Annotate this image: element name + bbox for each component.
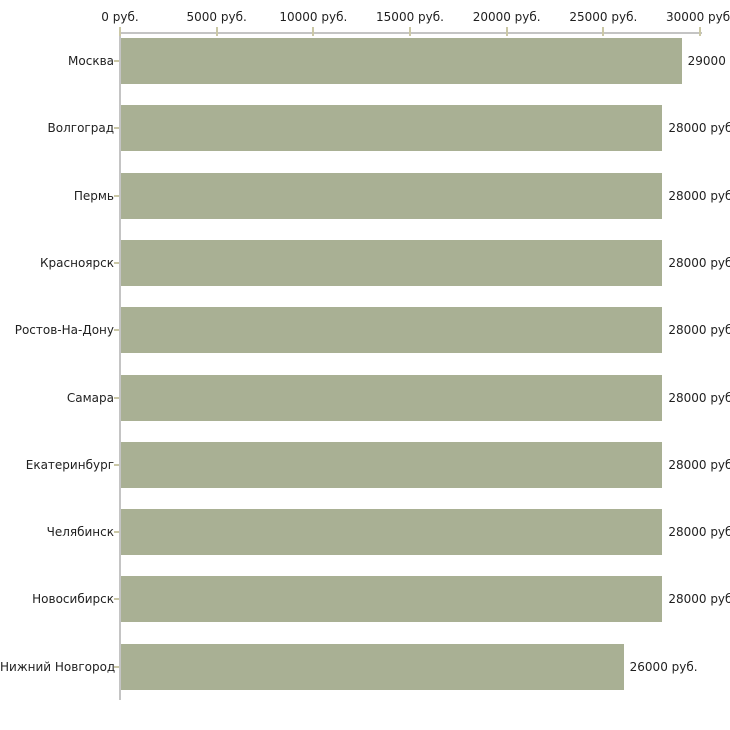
x-axis-tick-mark xyxy=(602,27,605,36)
x-axis-tick-label: 30000 руб. xyxy=(666,10,730,24)
category-tick-mark xyxy=(114,60,119,62)
x-axis-tick-mark xyxy=(215,27,218,36)
x-axis-tick-mark xyxy=(505,27,508,36)
bar xyxy=(121,643,624,690)
category-tick-mark xyxy=(114,531,119,534)
value-label: 28000 руб. xyxy=(668,457,730,472)
bar xyxy=(121,441,663,488)
bar xyxy=(121,239,663,286)
x-axis-tick-label: 10000 руб. xyxy=(279,10,348,24)
value-label: 28000 руб. xyxy=(668,592,730,607)
x-axis-tick-mark xyxy=(119,27,121,36)
x-axis-tick-label: 0 руб. xyxy=(101,10,139,24)
bar xyxy=(121,307,663,354)
x-axis-line xyxy=(120,32,702,34)
category-label: Красноярск xyxy=(40,255,114,270)
category-tick-mark xyxy=(114,261,119,264)
category-tick-mark xyxy=(114,463,119,466)
category-label: Челябинск xyxy=(46,525,114,540)
x-axis-tick-label: 5000 руб. xyxy=(186,10,247,24)
category-label: Екатеринбург xyxy=(25,457,114,472)
category-label: Волгоград xyxy=(47,121,114,136)
category-label: Новосибирск xyxy=(32,592,114,607)
category-label: Москва xyxy=(68,54,114,68)
bar xyxy=(121,172,663,219)
x-axis-tick-mark xyxy=(312,27,315,36)
category-label: Нижний Новгород xyxy=(0,659,116,674)
bar xyxy=(121,509,663,556)
category-tick-mark xyxy=(114,598,119,601)
x-axis-tick-mark xyxy=(699,27,701,36)
value-label: 28000 руб. xyxy=(668,323,730,338)
value-label: 28000 руб. xyxy=(668,188,730,203)
category-tick-mark xyxy=(114,396,119,399)
x-axis-tick-label: 20000 руб. xyxy=(472,10,541,24)
value-label: 28000 руб. xyxy=(668,390,730,405)
category-tick-mark xyxy=(114,194,119,197)
bar xyxy=(121,576,663,623)
category-label: Пермь xyxy=(73,188,114,203)
category-tick-mark xyxy=(114,665,119,668)
value-label: 26000 руб. xyxy=(629,659,698,674)
value-label: 28000 руб. xyxy=(668,255,730,270)
x-axis-tick-mark xyxy=(409,27,411,36)
y-axis-line xyxy=(119,32,121,700)
category-label: Самара xyxy=(66,390,114,405)
bar xyxy=(121,38,682,84)
x-axis-tick-label: 25000 руб. xyxy=(569,10,638,24)
x-axis-tick-label: 15000 руб. xyxy=(376,10,444,24)
bar xyxy=(121,105,663,152)
category-tick-mark xyxy=(114,329,119,332)
category-label: Ростов-На-Дону xyxy=(14,323,114,338)
value-label: 29000 руб. xyxy=(687,54,730,68)
value-label: 28000 руб. xyxy=(668,121,730,136)
bar xyxy=(121,374,663,421)
value-label: 28000 руб. xyxy=(668,525,730,540)
category-tick-mark xyxy=(114,127,119,130)
